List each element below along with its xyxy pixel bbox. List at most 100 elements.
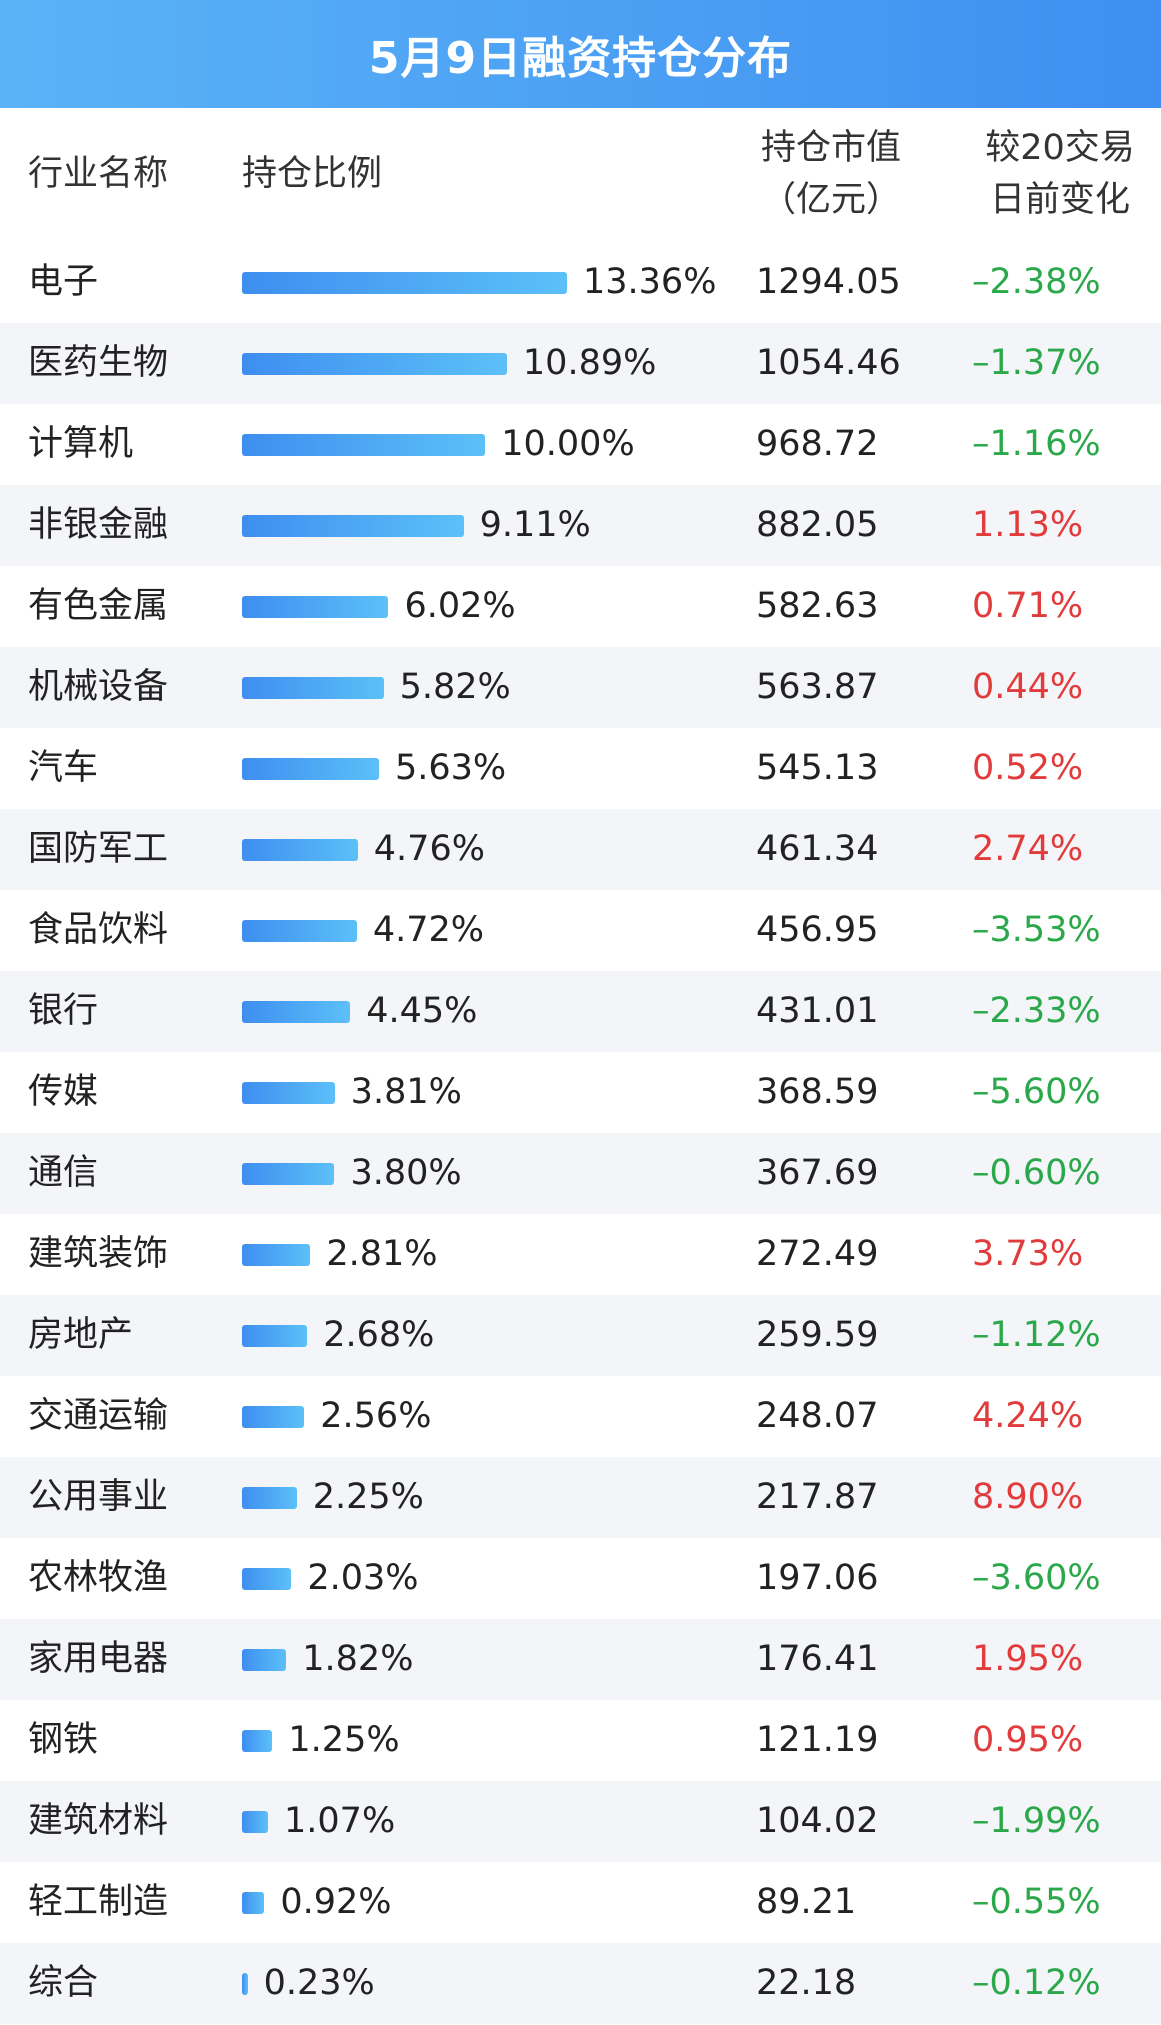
industry-name: 银行 bbox=[28, 991, 99, 1031]
header-change-line2: 日前变化 bbox=[989, 180, 1130, 220]
table-row: 国防军工 4.76% 461.34 2.74% bbox=[0, 809, 1161, 890]
table-row: 房地产 2.68% 259.59 –1.12% bbox=[0, 1295, 1161, 1376]
table-row: 公用事业 2.25% 217.87 8.90% bbox=[0, 1457, 1161, 1538]
table-row: 传媒 3.81% 368.59 –5.60% bbox=[0, 1052, 1161, 1133]
change-value: 0.71% bbox=[972, 586, 1084, 626]
table-row: 机械设备 5.82% 563.87 0.44% bbox=[0, 647, 1161, 728]
ratio-label: 2.56% bbox=[320, 1396, 432, 1436]
header-market-value: 持仓市值 （亿元） bbox=[756, 122, 906, 226]
change-value: –1.12% bbox=[972, 1315, 1101, 1355]
ratio-label: 5.63% bbox=[394, 748, 507, 788]
ratio-label: 0.92% bbox=[280, 1882, 392, 1922]
industry-name: 综合 bbox=[28, 1963, 99, 2003]
table-body: 电子 13.36% 1294.05 –2.38% 医药生物 10.89% 1054.46 –1… bbox=[0, 242, 1161, 2024]
table-row: 医药生物 10.89% 1054.46 –1.37% bbox=[0, 323, 1161, 404]
industry-name: 建筑材料 bbox=[28, 1801, 169, 1841]
ratio-label: 1.82% bbox=[302, 1639, 414, 1679]
ratio-bar bbox=[242, 1001, 351, 1023]
ratio-bar bbox=[242, 1163, 335, 1185]
ratio-bar bbox=[242, 920, 357, 942]
market-value: 431.01 bbox=[756, 991, 879, 1031]
ratio-bar bbox=[242, 1730, 273, 1752]
ratio-bar bbox=[242, 677, 384, 699]
ratio-label: 10.89% bbox=[522, 343, 657, 383]
market-value: 461.34 bbox=[756, 829, 879, 869]
ratio-bar bbox=[242, 596, 389, 618]
ratio-label: 2.68% bbox=[323, 1315, 435, 1355]
market-value: 272.49 bbox=[756, 1234, 879, 1274]
market-value: 1054.46 bbox=[756, 343, 901, 383]
ratio-bar bbox=[242, 1487, 297, 1509]
ratio-cell: 1.07% bbox=[242, 1781, 722, 1862]
ratio-cell: 4.72% bbox=[242, 890, 722, 971]
ratio-cell: 6.02% bbox=[242, 566, 722, 647]
header-ratio: 持仓比例 bbox=[242, 154, 383, 194]
ratio-label: 3.80% bbox=[350, 1153, 462, 1193]
header-industry: 行业名称 bbox=[28, 154, 169, 194]
industry-name: 有色金属 bbox=[28, 586, 169, 626]
ratio-bar bbox=[242, 353, 507, 375]
ratio-bar bbox=[242, 1811, 269, 1833]
ratio-bar bbox=[242, 1244, 311, 1266]
market-value: 104.02 bbox=[756, 1801, 879, 1841]
industry-name: 通信 bbox=[28, 1153, 99, 1193]
change-value: 1.95% bbox=[972, 1639, 1084, 1679]
ratio-cell: 3.80% bbox=[242, 1133, 722, 1214]
ratio-bar bbox=[242, 434, 486, 456]
change-value: –5.60% bbox=[972, 1072, 1101, 1112]
market-value: 1294.05 bbox=[756, 262, 901, 302]
table-row: 钢铁 1.25% 121.19 0.95% bbox=[0, 1700, 1161, 1781]
market-value: 367.69 bbox=[756, 1153, 879, 1193]
ratio-label: 2.25% bbox=[312, 1477, 424, 1517]
ratio-bar bbox=[242, 1568, 292, 1590]
change-value: 3.73% bbox=[972, 1234, 1084, 1274]
table-row: 通信 3.80% 367.69 –0.60% bbox=[0, 1133, 1161, 1214]
industry-name: 公用事业 bbox=[28, 1477, 169, 1517]
page-title: 5月9日融资持仓分布 bbox=[368, 33, 793, 84]
ratio-label: 4.45% bbox=[366, 991, 478, 1031]
ratio-cell: 2.03% bbox=[242, 1538, 722, 1619]
industry-name: 建筑装饰 bbox=[28, 1234, 169, 1274]
industry-name: 农林牧渔 bbox=[28, 1558, 169, 1598]
ratio-bar bbox=[242, 839, 358, 861]
ratio-label: 3.81% bbox=[350, 1072, 462, 1112]
market-value: 197.06 bbox=[756, 1558, 879, 1598]
market-value: 176.41 bbox=[756, 1639, 879, 1679]
ratio-cell: 2.81% bbox=[242, 1214, 722, 1295]
ratio-label: 0.23% bbox=[263, 1963, 375, 2003]
ratio-cell: 10.89% bbox=[242, 323, 722, 404]
change-value: –1.16% bbox=[972, 424, 1101, 464]
market-value: 563.87 bbox=[756, 667, 879, 707]
ratio-label: 1.07% bbox=[284, 1801, 396, 1841]
market-value: 456.95 bbox=[756, 910, 879, 950]
market-value: 582.63 bbox=[756, 586, 879, 626]
ratio-label: 6.02% bbox=[404, 586, 516, 626]
header-change-line1: 较20交易 bbox=[985, 128, 1135, 168]
table-row: 非银金融 9.11% 882.05 1.13% bbox=[0, 485, 1161, 566]
table-row: 交通运输 2.56% 248.07 4.24% bbox=[0, 1376, 1161, 1457]
change-value: –1.37% bbox=[972, 343, 1101, 383]
ratio-bar bbox=[242, 515, 464, 537]
table-row: 食品饮料 4.72% 456.95 –3.53% bbox=[0, 890, 1161, 971]
table-row: 有色金属 6.02% 582.63 0.71% bbox=[0, 566, 1161, 647]
market-value: 121.19 bbox=[756, 1720, 879, 1760]
table-row: 轻工制造 0.92% 89.21 –0.55% bbox=[0, 1862, 1161, 1943]
table-row: 建筑材料 1.07% 104.02 –1.99% bbox=[0, 1781, 1161, 1862]
change-value: –0.55% bbox=[972, 1882, 1101, 1922]
ratio-cell: 2.56% bbox=[242, 1376, 722, 1457]
ratio-cell: 4.45% bbox=[242, 971, 722, 1052]
ratio-cell: 2.25% bbox=[242, 1457, 722, 1538]
ratio-bar bbox=[242, 272, 567, 294]
ratio-label: 9.11% bbox=[479, 505, 591, 545]
table-row: 电子 13.36% 1294.05 –2.38% bbox=[0, 242, 1161, 323]
change-value: –0.60% bbox=[972, 1153, 1101, 1193]
industry-name: 计算机 bbox=[28, 424, 134, 464]
ratio-label: 2.03% bbox=[307, 1558, 419, 1598]
industry-name: 轻工制造 bbox=[28, 1882, 169, 1922]
market-value: 22.18 bbox=[756, 1963, 857, 2003]
industry-name: 食品饮料 bbox=[28, 910, 169, 950]
ratio-cell: 0.92% bbox=[242, 1862, 722, 1943]
ratio-bar bbox=[242, 1892, 265, 1914]
table-header: 行业名称 持仓比例 持仓市值 （亿元） 较20交易 日前变化 bbox=[0, 108, 1161, 242]
ratio-bar bbox=[242, 1973, 248, 1995]
